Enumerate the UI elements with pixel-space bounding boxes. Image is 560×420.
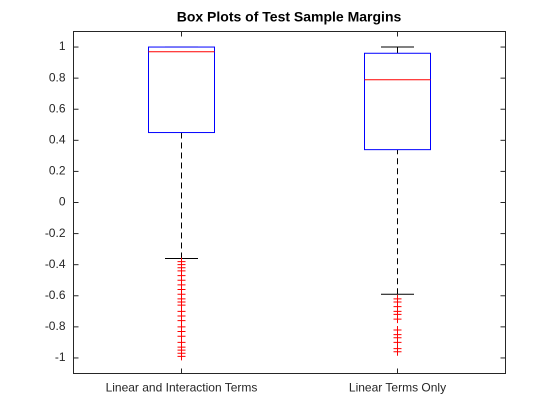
- y-tick-label: 0: [59, 195, 66, 209]
- axes-frame: [73, 31, 506, 374]
- x-tick-label: Linear and Interaction Terms: [106, 381, 258, 395]
- chart-title: Box Plots of Test Sample Margins: [177, 9, 402, 25]
- y-tick-label: 0.8: [49, 70, 66, 84]
- y-tick-label: -0.2: [45, 226, 66, 240]
- y-tick-label: 0.4: [49, 132, 66, 146]
- x-tick-label: Linear Terms Only: [349, 381, 446, 395]
- y-tick-label: 0.2: [49, 164, 66, 178]
- outlier: [393, 347, 402, 356]
- box: [148, 46, 215, 134]
- y-tick-label: -0.6: [45, 288, 66, 302]
- outlier: [177, 352, 186, 361]
- y-tick-label: 1: [59, 39, 66, 53]
- y-tick-label: -1: [55, 350, 66, 364]
- y-tick-label: -0.8: [45, 319, 66, 333]
- box: [364, 52, 431, 151]
- outlier: [393, 315, 402, 324]
- y-tick-label: -0.4: [45, 257, 66, 271]
- y-tick-label: 0.6: [49, 101, 66, 115]
